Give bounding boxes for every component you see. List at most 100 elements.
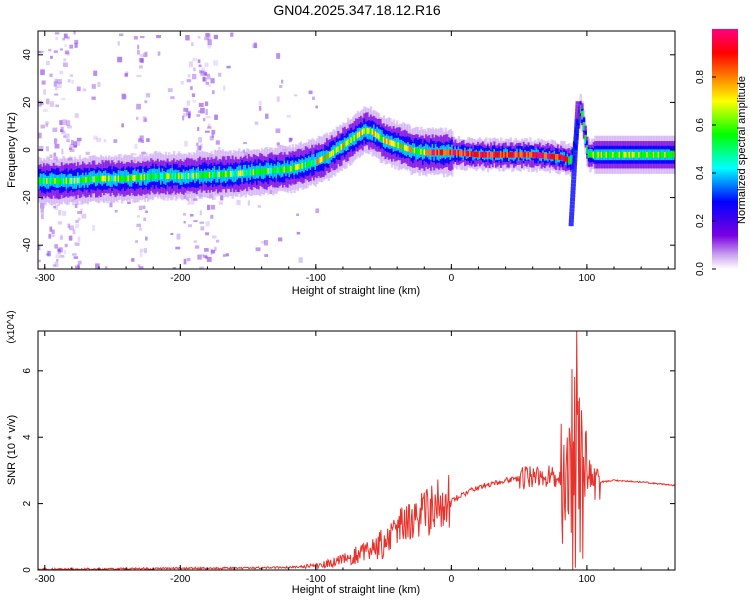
noise-speckle [294, 94, 298, 97]
ridge-core-cell [143, 174, 147, 180]
noise-speckle [196, 145, 202, 151]
ridge-core-cell [652, 151, 656, 158]
ridge-core-cell [379, 134, 382, 141]
ridge-core-cell [317, 158, 321, 164]
ridge-core-cell [449, 149, 452, 156]
ridge-core-cell [67, 178, 70, 184]
ridge-core-cell [405, 145, 408, 152]
noise-speckle [38, 259, 41, 263]
ridge-core-cell [667, 151, 670, 158]
noise-speckle [230, 32, 234, 37]
noise-speckle [143, 52, 147, 58]
ridge-core-cell [501, 151, 504, 158]
ridge-core-cell [441, 149, 444, 156]
ridge-core-cell [60, 178, 64, 184]
noise-speckle [49, 154, 53, 158]
ridge-core-cell [361, 129, 365, 135]
noise-speckle [38, 51, 44, 54]
noise-speckle [58, 209, 62, 216]
noise-speckle [61, 148, 64, 155]
snr-axes: -300 -200 -100 0 100 0 2 4 6 [22, 331, 675, 585]
noise-speckle [190, 86, 193, 90]
noise-speckle [210, 204, 216, 210]
ridge-core-cell [480, 151, 483, 158]
ridge-core-cell [358, 131, 361, 138]
ridge-core-cell [468, 151, 472, 157]
ridge-core-cell [90, 176, 93, 183]
ridge-core-cell [538, 152, 542, 159]
ridge-core-cell [177, 173, 181, 180]
noise-speckle [203, 72, 208, 76]
ridge-core-cell [101, 175, 104, 182]
noise-speckle [276, 142, 280, 146]
noise-speckle [276, 96, 280, 102]
ridge-core-cell [382, 137, 386, 143]
ridge-core-cell [623, 151, 626, 158]
ridge-core-cell [322, 155, 326, 162]
ridge-core-cell [49, 178, 52, 184]
ridge-core-cell [242, 170, 246, 176]
noise-speckle [243, 141, 247, 145]
noise-speckle [199, 221, 204, 224]
spike-cell [569, 211, 575, 216]
ridge-core-cell [298, 163, 301, 170]
ridge-core-cell [356, 132, 360, 139]
x-tick-label: 100 [579, 574, 596, 585]
ridge-core-cell [421, 149, 425, 155]
ridge-core-cell [325, 153, 329, 160]
spike-cell [574, 115, 580, 120]
noise-speckle [280, 79, 284, 84]
ridge-core-cell [186, 173, 189, 179]
noise-speckle [61, 97, 66, 101]
ridge-core-cell [225, 171, 228, 178]
noise-speckle [127, 201, 131, 204]
noise-speckle [140, 58, 144, 63]
ridge-core-cell [470, 151, 474, 157]
noise-speckle [202, 76, 206, 82]
spike-cell [570, 194, 576, 198]
y-tick-label: 40 [22, 49, 33, 61]
ridge-core-cell [534, 152, 537, 158]
noise-speckle [206, 116, 211, 119]
ridge-core-cell [416, 148, 420, 154]
ridge-core-cell [412, 147, 415, 154]
noise-speckle [55, 254, 61, 259]
noise-speckle [201, 67, 205, 73]
noise-speckle [199, 210, 202, 216]
ridge-core-cell [179, 173, 182, 180]
y-tick-label: 20 [22, 96, 33, 108]
ridge-core-cell [312, 159, 316, 166]
ridge-core-cell [153, 173, 156, 180]
noise-speckle [205, 109, 208, 116]
ridge-core-cell [436, 149, 439, 156]
ridge-core-cell [257, 168, 260, 175]
ridge-core-cell [166, 173, 169, 180]
ridge-core-cell [124, 175, 127, 182]
noise-speckle [93, 70, 98, 76]
ridge-core-cell [400, 143, 404, 150]
ridge-core-cell [524, 151, 527, 158]
ridge-core-cell [351, 136, 355, 142]
ridge-core-cell [75, 177, 78, 184]
noise-speckle [210, 214, 214, 219]
ridge-core-cell [439, 149, 443, 156]
noise-speckle [133, 36, 138, 40]
ridge-core-cell [236, 170, 239, 177]
noise-speckle [63, 33, 68, 39]
noise-speckle [66, 139, 70, 143]
spectrogram-heatmap [38, 31, 675, 269]
noise-speckle [73, 145, 78, 148]
noise-speckle [65, 133, 70, 139]
noise-speckle [142, 205, 146, 210]
spike-cell [572, 147, 578, 152]
spike-cell [571, 169, 577, 173]
noise-speckle [222, 254, 227, 257]
noise-speckle [54, 32, 60, 35]
ridge-core-cell [156, 173, 160, 180]
ridge-core-cell [493, 151, 496, 158]
noise-speckle [296, 213, 300, 217]
noise-speckle [53, 81, 57, 87]
ridge-core-cell [267, 168, 270, 174]
ridge-core-cell [212, 171, 215, 178]
ridge-core-cell [127, 175, 130, 182]
